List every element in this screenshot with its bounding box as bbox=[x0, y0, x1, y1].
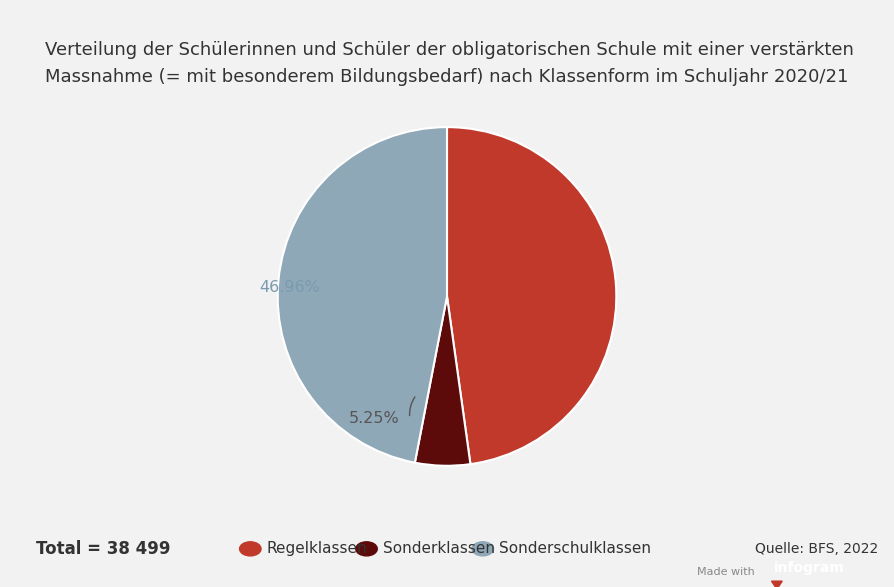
Text: Massnahme (= mit besonderem Bildungsbedarf) nach Klassenform im Schuljahr 2020/2: Massnahme (= mit besonderem Bildungsbeda… bbox=[45, 68, 848, 86]
Wedge shape bbox=[447, 127, 616, 464]
Text: Made with: Made with bbox=[697, 567, 755, 578]
Text: Sonderklassen: Sonderklassen bbox=[383, 541, 494, 556]
Text: Sonderschulklassen: Sonderschulklassen bbox=[499, 541, 651, 556]
Text: Verteilung der Schülerinnen und Schüler der obligatorischen Schule mit einer ver: Verteilung der Schülerinnen und Schüler … bbox=[45, 41, 854, 59]
Text: Quelle: BFS, 2022: Quelle: BFS, 2022 bbox=[755, 542, 879, 556]
Wedge shape bbox=[278, 127, 447, 463]
Polygon shape bbox=[772, 581, 782, 587]
Wedge shape bbox=[415, 296, 470, 465]
Text: infogram: infogram bbox=[773, 561, 845, 575]
Text: 47.79%: 47.79% bbox=[552, 281, 613, 295]
Text: Total = 38 499: Total = 38 499 bbox=[36, 540, 170, 558]
Text: 5.25%: 5.25% bbox=[349, 411, 400, 426]
Text: Regelklassen: Regelklassen bbox=[266, 541, 367, 556]
Text: 46.96%: 46.96% bbox=[259, 281, 320, 295]
